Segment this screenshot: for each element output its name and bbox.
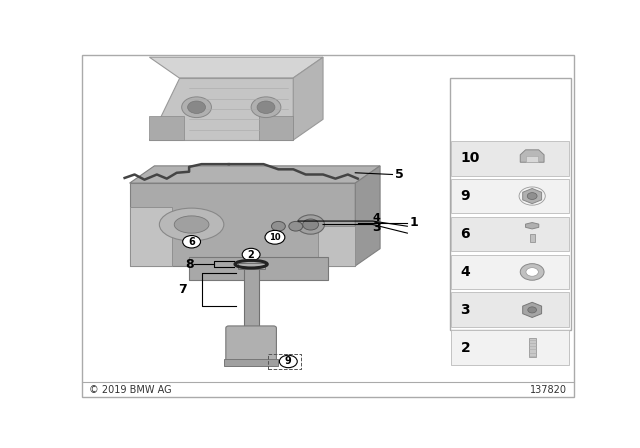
Polygon shape bbox=[525, 223, 539, 229]
Text: 9: 9 bbox=[460, 189, 470, 203]
FancyBboxPatch shape bbox=[237, 263, 264, 269]
Polygon shape bbox=[129, 207, 172, 266]
Polygon shape bbox=[129, 183, 355, 266]
FancyBboxPatch shape bbox=[449, 78, 571, 330]
Circle shape bbox=[242, 248, 260, 261]
Circle shape bbox=[526, 267, 538, 276]
FancyBboxPatch shape bbox=[83, 56, 573, 397]
Text: 10: 10 bbox=[269, 233, 281, 242]
Circle shape bbox=[188, 101, 205, 113]
Polygon shape bbox=[355, 166, 380, 266]
Polygon shape bbox=[520, 150, 544, 162]
Polygon shape bbox=[523, 302, 541, 318]
Polygon shape bbox=[150, 116, 184, 140]
Circle shape bbox=[182, 236, 200, 248]
FancyBboxPatch shape bbox=[529, 338, 536, 358]
Text: 9: 9 bbox=[285, 357, 292, 366]
Text: 5: 5 bbox=[395, 168, 404, 181]
Circle shape bbox=[280, 355, 297, 368]
Text: 1: 1 bbox=[410, 216, 419, 229]
FancyBboxPatch shape bbox=[451, 141, 568, 176]
FancyBboxPatch shape bbox=[530, 234, 534, 242]
FancyBboxPatch shape bbox=[451, 179, 568, 214]
Text: 3: 3 bbox=[372, 221, 381, 234]
Text: 6: 6 bbox=[188, 237, 195, 247]
Polygon shape bbox=[129, 166, 380, 183]
Ellipse shape bbox=[159, 208, 224, 241]
FancyBboxPatch shape bbox=[451, 293, 568, 327]
Circle shape bbox=[271, 221, 285, 231]
FancyBboxPatch shape bbox=[244, 267, 259, 328]
Polygon shape bbox=[293, 57, 323, 140]
Text: 7: 7 bbox=[178, 283, 187, 296]
Polygon shape bbox=[150, 78, 293, 140]
Circle shape bbox=[257, 101, 275, 113]
Polygon shape bbox=[150, 57, 323, 78]
Text: 6: 6 bbox=[460, 227, 470, 241]
Polygon shape bbox=[189, 257, 328, 280]
Text: 10: 10 bbox=[460, 151, 480, 165]
Circle shape bbox=[182, 97, 211, 117]
Ellipse shape bbox=[174, 216, 209, 233]
Text: 8: 8 bbox=[186, 258, 194, 271]
Text: 2: 2 bbox=[460, 341, 470, 355]
Circle shape bbox=[520, 264, 544, 280]
Text: 3: 3 bbox=[460, 303, 470, 317]
Text: © 2019 BMW AG: © 2019 BMW AG bbox=[89, 385, 172, 395]
FancyBboxPatch shape bbox=[451, 331, 568, 365]
Polygon shape bbox=[259, 116, 293, 140]
Text: 4: 4 bbox=[372, 213, 381, 223]
Text: 137820: 137820 bbox=[530, 385, 567, 395]
Polygon shape bbox=[526, 156, 538, 162]
Circle shape bbox=[527, 193, 537, 199]
FancyBboxPatch shape bbox=[226, 326, 276, 365]
Polygon shape bbox=[318, 226, 355, 266]
Text: 4: 4 bbox=[460, 265, 470, 279]
FancyBboxPatch shape bbox=[451, 216, 568, 251]
Polygon shape bbox=[523, 189, 541, 204]
Circle shape bbox=[297, 215, 324, 234]
Circle shape bbox=[251, 97, 281, 117]
Circle shape bbox=[289, 221, 303, 231]
Text: 2: 2 bbox=[248, 250, 255, 259]
FancyBboxPatch shape bbox=[224, 359, 278, 366]
FancyBboxPatch shape bbox=[451, 254, 568, 289]
Circle shape bbox=[303, 219, 319, 230]
Circle shape bbox=[265, 230, 285, 244]
Circle shape bbox=[528, 307, 536, 313]
